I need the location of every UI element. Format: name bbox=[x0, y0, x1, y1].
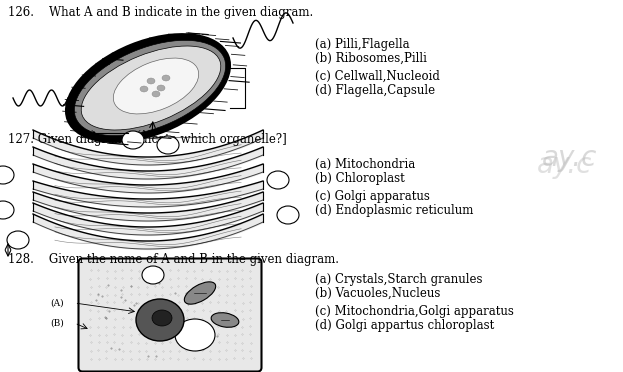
Ellipse shape bbox=[81, 46, 221, 130]
Text: (c) Golgi apparatus: (c) Golgi apparatus bbox=[315, 190, 430, 203]
Text: ay.c: ay.c bbox=[542, 144, 597, 172]
Ellipse shape bbox=[157, 136, 179, 154]
Ellipse shape bbox=[175, 319, 215, 351]
Text: ay.c: ay.c bbox=[537, 151, 592, 179]
Ellipse shape bbox=[152, 310, 172, 326]
Text: 127. Given diagram indicate which organelle?]: 127. Given diagram indicate which organe… bbox=[8, 133, 287, 146]
Text: (B): (B) bbox=[50, 318, 64, 327]
Ellipse shape bbox=[152, 91, 160, 97]
Ellipse shape bbox=[7, 231, 29, 249]
Text: (d) Golgi appartus chloroplast: (d) Golgi appartus chloroplast bbox=[315, 319, 494, 332]
Ellipse shape bbox=[147, 78, 155, 84]
Text: (a) Pilli,Flagella: (a) Pilli,Flagella bbox=[315, 38, 410, 51]
Ellipse shape bbox=[136, 299, 184, 341]
Text: 126.    What A and B indicate in the given diagram.: 126. What A and B indicate in the given … bbox=[8, 6, 313, 19]
Ellipse shape bbox=[184, 282, 216, 304]
Text: (c) Mitochondria,Golgi apparatus: (c) Mitochondria,Golgi apparatus bbox=[315, 305, 514, 318]
Text: 128.    Given the name of A and B in the given diagram.: 128. Given the name of A and B in the gi… bbox=[8, 253, 339, 266]
Ellipse shape bbox=[0, 201, 14, 219]
Ellipse shape bbox=[267, 171, 289, 189]
Text: (B): (B) bbox=[79, 130, 95, 139]
Text: (d) Endoplasmic reticulum: (d) Endoplasmic reticulum bbox=[315, 204, 473, 217]
Ellipse shape bbox=[65, 33, 231, 143]
Ellipse shape bbox=[211, 313, 239, 327]
Ellipse shape bbox=[162, 75, 170, 81]
Ellipse shape bbox=[122, 131, 144, 149]
Ellipse shape bbox=[113, 58, 199, 114]
Ellipse shape bbox=[140, 86, 148, 92]
Ellipse shape bbox=[0, 166, 14, 184]
Text: (A): (A) bbox=[50, 298, 64, 308]
Text: (A): (A) bbox=[136, 130, 152, 139]
FancyBboxPatch shape bbox=[78, 259, 262, 372]
Text: (b) Chloroplast: (b) Chloroplast bbox=[315, 172, 405, 185]
Text: (c) Cellwall,Nucleoid: (c) Cellwall,Nucleoid bbox=[315, 70, 440, 83]
Ellipse shape bbox=[74, 40, 226, 136]
Ellipse shape bbox=[277, 206, 299, 224]
Text: (a) Mitochondria: (a) Mitochondria bbox=[315, 158, 416, 171]
Text: (a) Crystals,Starch granules: (a) Crystals,Starch granules bbox=[315, 273, 482, 286]
Ellipse shape bbox=[142, 266, 164, 284]
Text: (d) Flagella,Capsule: (d) Flagella,Capsule bbox=[315, 84, 435, 97]
Text: (b) Ribosomes,Pilli: (b) Ribosomes,Pilli bbox=[315, 52, 427, 65]
Ellipse shape bbox=[157, 85, 165, 91]
Text: (b) Vacuoles,Nucleus: (b) Vacuoles,Nucleus bbox=[315, 287, 440, 300]
